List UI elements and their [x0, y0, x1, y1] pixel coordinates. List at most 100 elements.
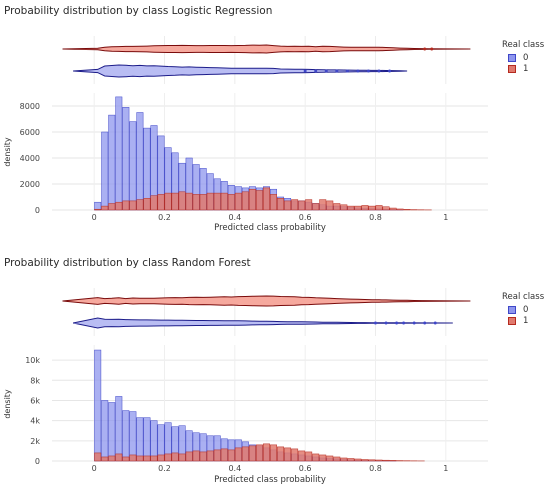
bar-class-1: [277, 446, 285, 462]
bar-class-1: [108, 203, 116, 211]
bar-class-0: [143, 417, 151, 462]
bar-class-1: [340, 457, 348, 462]
x-tick-label: 1: [443, 213, 448, 222]
bar-class-1: [396, 208, 404, 211]
bar-class-1: [199, 451, 207, 462]
violin-outlier-class-0: [402, 321, 406, 325]
bar-class-1: [122, 456, 130, 462]
violin-outlier-class-0: [373, 321, 377, 325]
legend-swatch-class-1: [508, 316, 516, 325]
y-tick-label: 10k: [25, 356, 40, 365]
bar-class-1: [150, 455, 158, 462]
bar-class-1: [192, 194, 200, 211]
x-tick-label: 0.4: [228, 464, 241, 473]
bar-class-1: [227, 194, 235, 211]
bar-class-1: [375, 205, 383, 211]
bar-class-1: [382, 459, 390, 462]
bar-class-0: [108, 402, 116, 462]
y-tick-label: 6k: [30, 396, 40, 405]
x-tick-label: 0.6: [299, 464, 312, 473]
bar-class-1: [361, 205, 369, 211]
bar-class-1: [234, 447, 242, 462]
bar-class-1: [206, 450, 214, 462]
legend-swatch-class-0: [508, 53, 516, 62]
bar-class-1: [368, 205, 376, 211]
bar-class-1: [354, 458, 362, 462]
bar-class-1: [333, 203, 341, 211]
bar-class-1: [270, 194, 277, 211]
bar-class-1: [171, 452, 179, 462]
y-tick-label: 2k: [30, 437, 40, 446]
bar-class-1: [389, 460, 397, 462]
bar-class-1: [122, 200, 130, 211]
y-tick-label: 0: [35, 457, 40, 466]
bar-class-1: [361, 459, 369, 462]
violin-outlier-class-0: [423, 321, 427, 325]
violin-outlier-class-0: [384, 321, 388, 325]
bar-class-1: [263, 443, 270, 462]
bar-class-0: [101, 131, 109, 211]
bar-class-0: [122, 107, 130, 211]
violin-outlier-class-1: [430, 47, 434, 51]
bar-class-1: [108, 455, 116, 462]
bar-class-1: [143, 455, 151, 462]
y-tick-label: 2000: [20, 180, 40, 189]
y-tick-label: 8000: [20, 102, 40, 111]
bar-class-1: [263, 187, 270, 211]
x-axis-label: Predicted class probability: [214, 223, 326, 233]
bar-class-1: [368, 459, 376, 462]
bar-class-1: [94, 208, 102, 211]
violin-outlier-class-0: [303, 69, 307, 73]
chart-title: Probability distribution by class Logist…: [4, 5, 273, 17]
bar-class-1: [284, 200, 292, 211]
violin-outlier-class-0: [314, 69, 318, 73]
bar-class-0: [108, 114, 116, 211]
bar-class-1: [206, 192, 214, 211]
bar-class-1: [340, 204, 348, 211]
violin-outlier-class-0: [345, 69, 349, 73]
bar-class-1: [136, 455, 144, 462]
x-tick-label: 0.8: [369, 213, 382, 222]
bar-class-1: [101, 456, 109, 462]
bar-class-1: [248, 188, 256, 211]
legend-item-class-1[interactable]: 1: [502, 63, 544, 74]
bar-class-1: [270, 444, 277, 462]
violin-outlier-class-0: [366, 69, 370, 73]
x-tick-label: 0.2: [158, 213, 171, 222]
bar-class-1: [129, 454, 137, 462]
violin-outlier-class-0: [335, 69, 339, 73]
bar-class-1: [157, 194, 165, 211]
bar-class-1: [298, 450, 306, 462]
bar-class-0: [115, 396, 123, 462]
bar-class-1: [326, 455, 334, 462]
bar-class-1: [185, 451, 193, 462]
violin-class-1: [62, 44, 471, 54]
bar-class-1: [298, 200, 306, 211]
chart-svg-logistic-regression: 0 2000 4000 6000 8000 0 0.2 0.4 0.6 0.8 1 Predicted…: [3, 36, 488, 233]
bar-class-0: [115, 96, 123, 211]
y-tick-label: 0: [35, 206, 40, 215]
bar-class-1: [241, 191, 249, 211]
bar-class-0: [129, 411, 137, 462]
chart-panel-random-forest: Probability distribution by class Random…: [0, 252, 550, 487]
legend-item-class-0[interactable]: 0: [502, 52, 544, 63]
bar-class-0: [94, 349, 102, 462]
bar-class-1: [192, 450, 200, 462]
bar-class-0: [136, 112, 144, 211]
bar-class-1: [347, 458, 355, 462]
legend-item-class-1[interactable]: 1: [502, 315, 544, 326]
y-tick-label: 4k: [30, 417, 40, 426]
bar-class-1: [101, 205, 109, 211]
bar-class-1: [319, 454, 327, 462]
violin-outlier-class-0: [433, 321, 437, 325]
bar-class-1: [199, 194, 207, 211]
legend-item-class-0[interactable]: 0: [502, 304, 544, 315]
legend-label-class-1: 1: [523, 63, 529, 74]
bar-class-1: [220, 192, 228, 211]
x-axis-label: Predicted class probability: [214, 475, 326, 485]
bar-class-1: [326, 200, 334, 211]
legend: Real class 0 1: [502, 40, 544, 74]
bar-class-1: [291, 199, 299, 211]
bar-class-1: [220, 448, 228, 462]
legend-swatch-class-0: [508, 305, 516, 314]
